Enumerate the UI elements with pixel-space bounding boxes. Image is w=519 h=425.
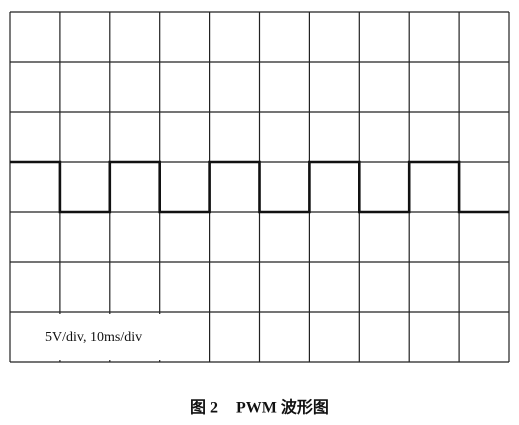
chart-title: PWM 波形图 (236, 398, 329, 417)
annotation-background (12, 314, 208, 360)
annotation: 5V/div, 10ms/div (45, 330, 142, 345)
figure-label: 图 2 (190, 399, 218, 417)
waveform (10, 160, 509, 214)
